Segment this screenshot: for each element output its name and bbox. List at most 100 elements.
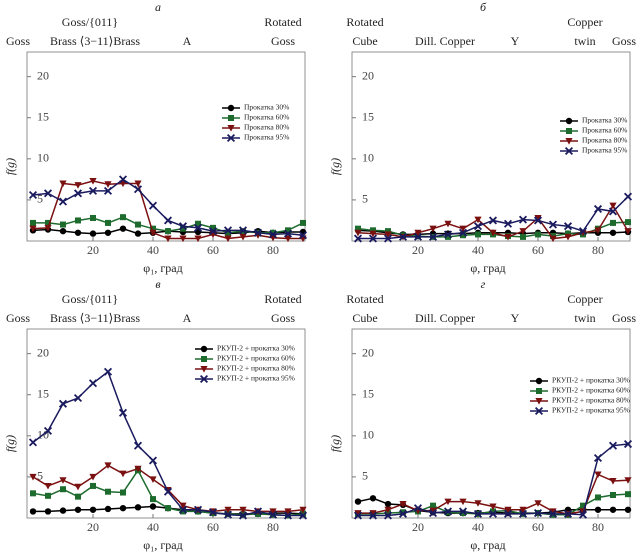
marker bbox=[458, 228, 468, 237]
marker bbox=[193, 505, 203, 514]
marker bbox=[163, 487, 173, 496]
marker bbox=[238, 226, 248, 235]
y-tick-label: 5 bbox=[37, 192, 43, 206]
marker bbox=[148, 456, 158, 465]
marker bbox=[30, 490, 36, 497]
legend-marker bbox=[226, 133, 236, 143]
panel-letter: б bbox=[480, 0, 487, 14]
phase-label: Y bbox=[511, 311, 520, 325]
marker bbox=[460, 232, 466, 239]
legend-label: РКУП-2 + прокатка 95% bbox=[217, 374, 295, 383]
marker bbox=[90, 482, 96, 489]
marker bbox=[133, 441, 143, 450]
marker bbox=[384, 500, 392, 508]
marker bbox=[354, 510, 362, 517]
marker bbox=[384, 506, 392, 514]
y-tick-label: 15 bbox=[37, 109, 49, 123]
legend-label: Прокатка 95% bbox=[244, 133, 289, 142]
marker bbox=[608, 441, 618, 450]
marker bbox=[474, 500, 482, 507]
x-tick-label: 20 bbox=[412, 520, 424, 534]
marker bbox=[75, 217, 81, 224]
marker bbox=[369, 495, 377, 502]
marker bbox=[300, 510, 306, 517]
x-axis-label: φ, град bbox=[470, 261, 505, 275]
legend-marker bbox=[227, 125, 235, 132]
marker bbox=[75, 493, 81, 500]
phase-label: Goss bbox=[271, 34, 295, 48]
marker bbox=[58, 399, 68, 408]
x-tick-label: 80 bbox=[592, 243, 604, 257]
marker bbox=[165, 228, 171, 235]
legend-marker bbox=[200, 345, 208, 353]
plot-frame bbox=[351, 51, 631, 242]
phase-label: Goss bbox=[6, 311, 30, 325]
marker bbox=[593, 204, 603, 213]
legend-label: Прокатка 60% bbox=[244, 113, 289, 122]
marker bbox=[105, 488, 111, 495]
marker bbox=[43, 426, 53, 435]
legend-marker bbox=[227, 104, 235, 112]
phase-label: Cube bbox=[352, 34, 377, 48]
marker bbox=[413, 504, 423, 513]
marker bbox=[564, 233, 572, 241]
marker bbox=[623, 192, 633, 201]
marker bbox=[45, 219, 51, 226]
x-tick-label: 20 bbox=[87, 243, 99, 257]
y-tick-label: 5 bbox=[362, 192, 368, 206]
marker bbox=[383, 234, 393, 243]
y-axis-label: f(g) bbox=[3, 158, 17, 175]
marker bbox=[549, 235, 557, 243]
plot-frame bbox=[26, 51, 306, 242]
marker bbox=[210, 224, 216, 231]
marker bbox=[459, 225, 467, 233]
marker bbox=[443, 230, 453, 239]
marker bbox=[74, 182, 82, 189]
marker bbox=[475, 231, 481, 238]
y-axis-label: f(g) bbox=[328, 158, 342, 175]
marker bbox=[430, 502, 436, 509]
legend-label: РКУП-2 + прокатка 30% bbox=[552, 376, 630, 385]
marker bbox=[73, 189, 83, 198]
marker bbox=[238, 511, 248, 520]
marker bbox=[548, 220, 558, 229]
y-tick-label: 15 bbox=[37, 386, 49, 400]
x-tick-label: 40 bbox=[472, 520, 484, 534]
marker bbox=[609, 229, 617, 236]
x-axis-label: φ₁, град bbox=[143, 261, 182, 275]
marker bbox=[609, 202, 617, 210]
x-tick-label: 80 bbox=[592, 520, 604, 534]
marker bbox=[578, 227, 588, 236]
marker bbox=[194, 235, 202, 243]
marker bbox=[519, 506, 527, 514]
marker bbox=[354, 498, 362, 505]
marker bbox=[429, 225, 437, 233]
legend-marker bbox=[228, 115, 234, 121]
marker bbox=[385, 228, 391, 235]
marker bbox=[134, 504, 142, 511]
marker bbox=[624, 477, 632, 484]
phase-label: Goss/{011} bbox=[62, 15, 118, 29]
marker bbox=[488, 509, 498, 518]
x-axis-label: φ₁, град bbox=[143, 538, 182, 552]
marker bbox=[473, 222, 483, 231]
phase-label: Goss bbox=[271, 311, 295, 325]
marker bbox=[594, 471, 602, 479]
marker bbox=[400, 509, 406, 516]
marker bbox=[224, 235, 232, 243]
marker bbox=[503, 509, 513, 518]
marker bbox=[549, 508, 557, 516]
marker bbox=[594, 227, 602, 234]
marker bbox=[610, 219, 616, 226]
legend-marker bbox=[565, 117, 573, 125]
phase-label: Rotated bbox=[264, 15, 301, 29]
marker bbox=[103, 186, 113, 195]
marker bbox=[283, 511, 293, 520]
marker bbox=[504, 233, 512, 241]
marker bbox=[224, 506, 232, 514]
legend-label: Прокатка 30% bbox=[582, 116, 627, 125]
marker bbox=[268, 230, 278, 239]
marker bbox=[284, 508, 292, 516]
marker bbox=[179, 235, 187, 243]
marker bbox=[429, 507, 437, 515]
